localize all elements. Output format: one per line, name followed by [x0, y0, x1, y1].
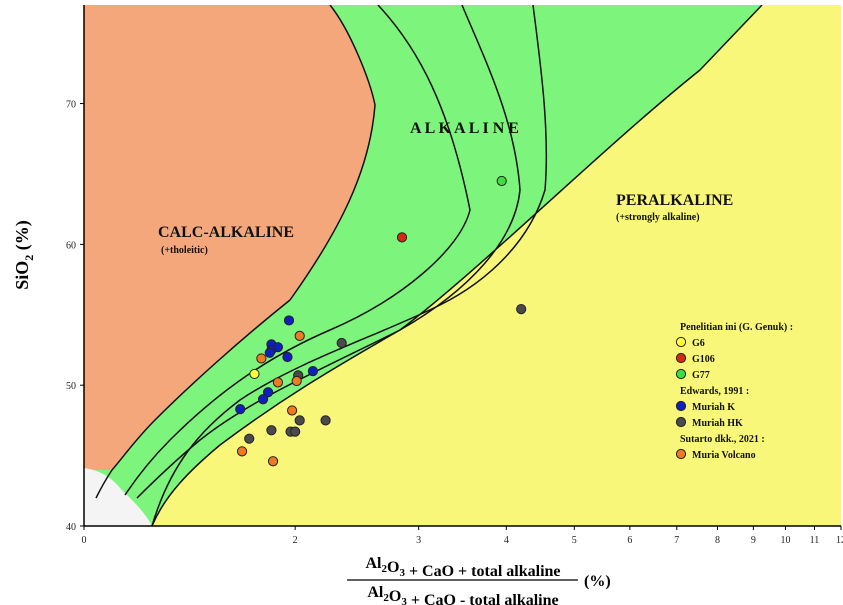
y-tick-label: 50 [66, 381, 76, 392]
x-tick-label: 2 [293, 535, 298, 546]
data-point-muriah-k [307, 366, 319, 377]
data-point-muriah-hk [294, 415, 305, 426]
peralkaline-label: PERALKALINE [616, 192, 733, 209]
x-tick-label: 11 [810, 535, 820, 546]
alkaline-label: A L K A L I N E [410, 120, 519, 137]
peralkaline-sublabel: (+strongly alkaline) [616, 212, 700, 223]
x-axis-label-denominator: Al2O3 + CaO - total alkaline [367, 584, 558, 605]
data-point-muriah-hk [290, 426, 301, 437]
data-point-muriah-k [235, 404, 246, 415]
data-point-muria-volcano [272, 377, 284, 388]
y-tick-label: 40 [66, 522, 76, 533]
x-tick-label: 8 [715, 535, 720, 546]
data-point-muriah-k [282, 351, 293, 363]
legend-item-label: Muria Volcano [692, 450, 756, 461]
x-tick-label: 7 [674, 535, 679, 546]
data-point-g106 [396, 232, 408, 243]
legend-marker [675, 336, 687, 348]
data-point-muria-volcano [256, 353, 267, 364]
x-tick-label: 12 [836, 535, 843, 546]
legend-group-title: Sutarto dkk., 2021 : [680, 434, 765, 445]
calc-alkaline-sublabel: (+tholeitic) [161, 245, 208, 256]
x-axis-label-numerator: Al2O3 + CaO + total alkaline [365, 555, 560, 580]
x-axis-label-unit: (%) [584, 573, 611, 590]
data-point-muriah-k [257, 394, 269, 405]
data-point-muria-volcano [291, 375, 302, 387]
data-point-muriah-hk [244, 433, 255, 444]
data-point-muria-volcano [286, 405, 298, 416]
boundary-curve-2 [136, 5, 521, 499]
y-ticks: 40 50 60 70 [66, 100, 84, 533]
legend-item-label: Muriah HK [692, 418, 743, 429]
data-point-muriah-k [264, 347, 275, 358]
legend-item-label: G106 [692, 354, 715, 365]
data-point-muria-volcano [267, 456, 279, 467]
legend-group-title: Penelitian ini (G. Genuk) : [680, 322, 793, 333]
data-point-g6 [249, 368, 260, 380]
boundary-curve-1 [124, 5, 471, 496]
y-tick-label: 70 [66, 100, 76, 111]
data-points [235, 175, 527, 467]
calc-alkaline-boundary [95, 5, 376, 499]
y-tick-label: 60 [66, 240, 76, 251]
x-tick-label: 4 [504, 535, 509, 546]
calc-alkaline-region [84, 5, 375, 470]
data-point-muriah-k [262, 387, 274, 398]
boundary-curve-3 [151, 5, 548, 526]
x-tick-label: 10 [780, 535, 790, 546]
x-tick-label: 0 [82, 535, 87, 546]
legend-group-title: Edwards, 1991 : [680, 386, 749, 397]
legend-item-label: G6 [692, 338, 705, 349]
legend-marker [675, 400, 687, 412]
x-tick-label: 3 [416, 535, 421, 546]
data-point-g77 [496, 175, 507, 187]
data-point-muriah-hk [336, 337, 347, 349]
white-corner-region [84, 468, 152, 526]
legend-item-label: Muriah K [692, 402, 735, 413]
legend-marker [675, 352, 687, 364]
data-point-muria-volcano [294, 330, 305, 342]
y-axis-label: SiO2 (%) [12, 220, 36, 290]
data-point-muriah-hk [320, 415, 331, 426]
legend-item-label: G77 [692, 370, 710, 381]
x-tick-label: 9 [751, 535, 756, 546]
x-tick-label: 5 [572, 535, 577, 546]
calc-alkaline-label: CALC-ALKALINE [158, 224, 294, 241]
legend-marker [675, 368, 687, 380]
legend: Penelitian ini (G. Genuk) : G6 G106 G77 Edwa… [675, 322, 793, 461]
legend-marker [675, 448, 687, 460]
data-point-muriah-k [283, 315, 295, 326]
data-point-muriah-hk [266, 425, 277, 436]
data-point-muriah-hk [516, 304, 527, 315]
peralkaline-boundary [151, 5, 763, 526]
data-point-muria-volcano [236, 446, 248, 457]
x-tick-label: 6 [627, 535, 632, 546]
legend-marker [675, 416, 687, 428]
x-ticks: 0 2 3 4 5 6 7 8 9 10 11 12 [82, 526, 843, 546]
